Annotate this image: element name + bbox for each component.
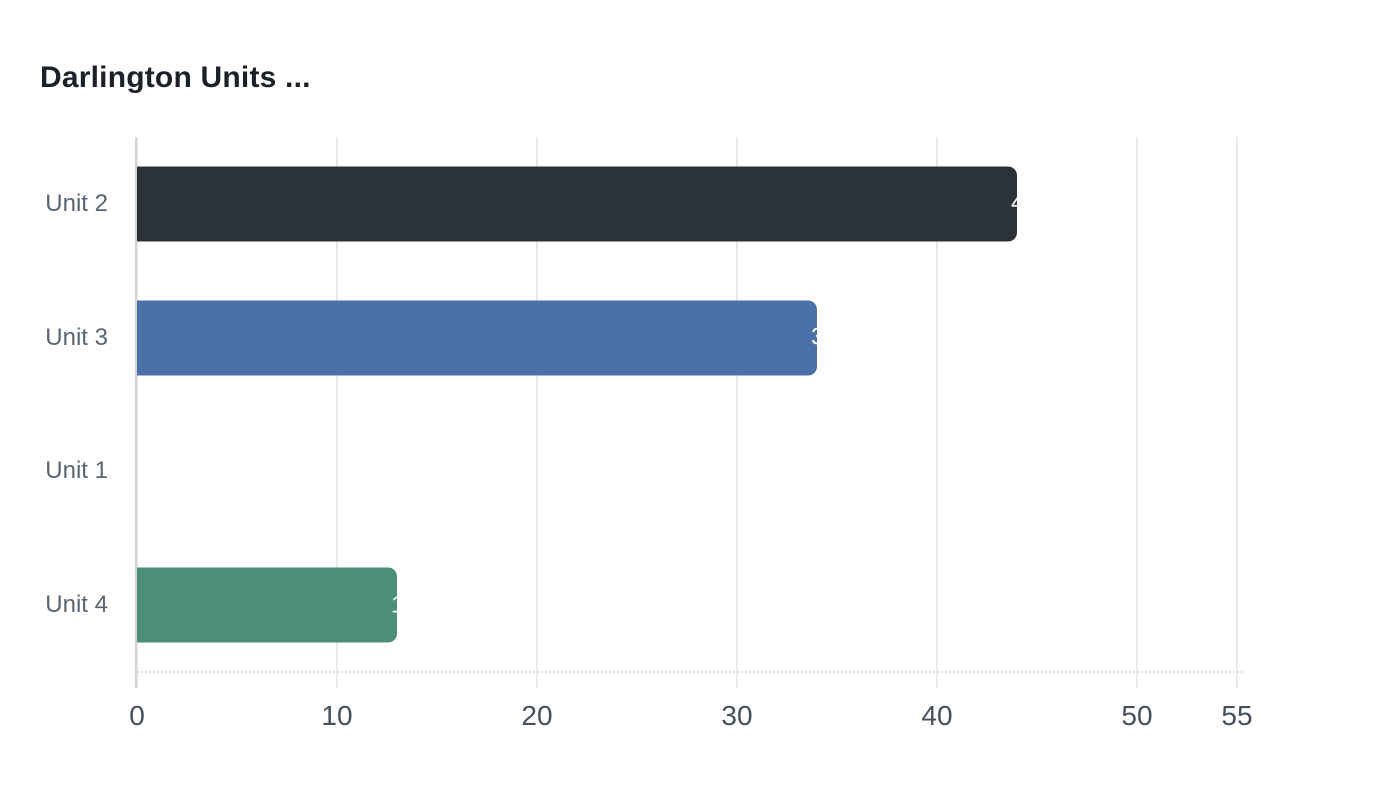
y-axis-line (135, 137, 137, 688)
x-tick-label-55: 55 (1221, 700, 1253, 731)
x-tick-label-30: 30 (721, 700, 753, 731)
x-gridline-30 (736, 137, 738, 688)
x-gridline-50 (1136, 137, 1138, 688)
x-gridline-55 (1236, 137, 1238, 688)
bar-row-unit-3: Unit 3 34 (45, 271, 1237, 405)
plot-area: 0 10 20 30 40 50 55 Unit 2 44 Unit 3 34 Unit 1 Unit … (45, 137, 1253, 731)
x-tick-label-40: 40 (921, 700, 953, 731)
chart-title: Darlington Units ... (40, 61, 311, 94)
x-tick-label-0: 0 (129, 700, 145, 731)
bar-value-label-unit-2: 44 (1011, 189, 1038, 217)
bar-value-label-unit-3: 34 (811, 323, 838, 351)
category-label-unit-4: Unit 4 (45, 591, 108, 619)
x-gridline-0 (136, 137, 138, 688)
x-axis-line (137, 671, 1243, 673)
bar-row-unit-1: Unit 1 (45, 405, 1237, 539)
bar-unit-4: 13 (137, 567, 418, 643)
bar-row-unit-4: Unit 4 13 (45, 538, 1237, 672)
bar-unit-3: 34 (137, 300, 838, 376)
x-tick-label-10: 10 (321, 700, 353, 731)
bar-row-unit-2: Unit 2 44 (45, 137, 1237, 271)
bar-unit-2: 44 (137, 166, 1038, 242)
x-gridline-20 (536, 137, 538, 688)
category-label-unit-3: Unit 3 (45, 323, 108, 351)
x-gridline-10 (336, 137, 338, 688)
x-gridline-40 (936, 137, 938, 688)
category-label-unit-1: Unit 1 (45, 457, 108, 485)
bar-value-label-unit-4: 13 (391, 591, 418, 619)
x-tick-label-20: 20 (521, 700, 553, 731)
x-tick-label-50: 50 (1121, 700, 1153, 731)
category-label-unit-2: Unit 2 (45, 189, 108, 217)
